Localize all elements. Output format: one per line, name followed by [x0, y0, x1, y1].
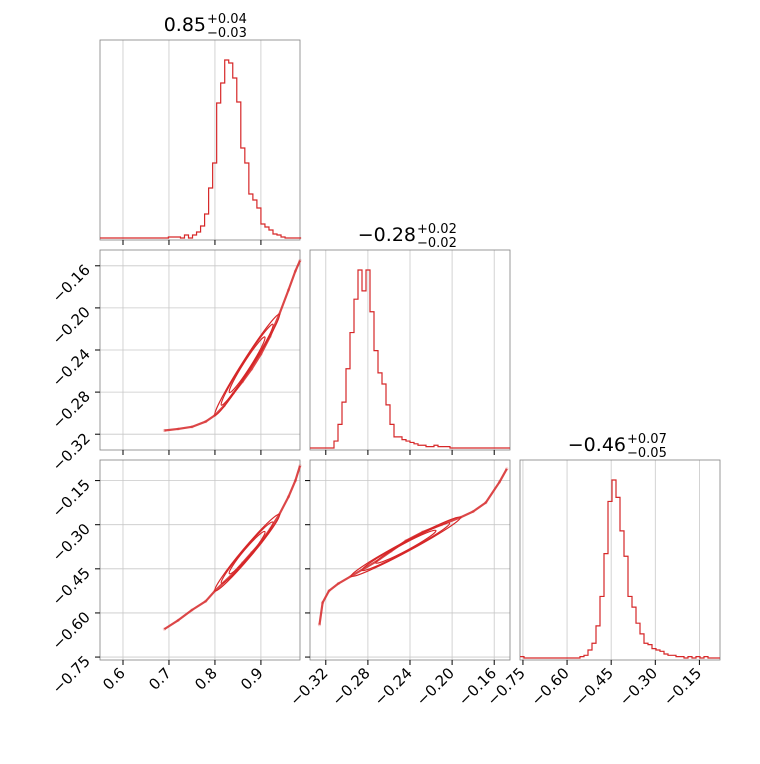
hist-panel-0-frame: [99, 39, 301, 241]
hist-panel-1-title-minus: −0.02: [417, 236, 457, 251]
scatter-panel-0-2-contour-2: [214, 513, 281, 592]
scatter-panel-0-1-contour-1: [220, 323, 274, 406]
scatter-panel-0-2-contour-1: [220, 521, 274, 584]
scatter-panel-1-2-xtick-label-0: −0.32: [286, 664, 331, 709]
scatter-panel-1-2-xtick-label-1: −0.28: [328, 664, 373, 709]
scatter-panel-1-2-contour-1: [361, 522, 451, 572]
hist-panel-0-title-plus: +0.04: [207, 12, 247, 27]
scatter-panel-0-1-contour-2: [214, 313, 281, 416]
hist-panel-2-xtick-label-4: −0.15: [660, 664, 705, 709]
scatter-panel-0-2-xtick-label-0: 0.6: [99, 664, 129, 694]
hist-panel-1-title-value: −0.28: [358, 224, 416, 246]
scatter-panel-0-1-ytick-label-3: −0.20: [49, 303, 94, 348]
scatter-panel-1-2-contour-0: [375, 529, 437, 564]
scatter-panel-0-2-xtick-label-1: 0.7: [145, 664, 175, 694]
scatter-panel-0-1-ytick-label-2: −0.24: [49, 345, 94, 390]
hist-panel-2-xtick-label-2: −0.45: [572, 664, 617, 709]
hist-panel-0-title-value: 0.85: [164, 14, 206, 36]
scatter-panel-1-2-contour-2: [350, 516, 462, 578]
scatter-panel-0-2-ytick-label-0: −0.75: [49, 652, 94, 697]
scatter-panel-0-1-ytick-label-4: −0.16: [49, 261, 94, 306]
scatter-panel-0-1-contour-0: [228, 336, 266, 394]
hist-panel-2-step-line: [520, 479, 720, 659]
hist-panel-2-xtick-label-3: −0.30: [616, 664, 661, 709]
scatter-panel-0-1-ytick-label-0: −0.32: [49, 429, 94, 474]
hist-panel-0-title-minus: −0.03: [207, 26, 247, 41]
scatter-panel-0-1-trend-line: [164, 260, 302, 432]
scatter-panel-0-2-xtick-label-2: 0.8: [191, 664, 221, 694]
hist-panel-1-step-line: [310, 269, 510, 449]
hist-panel-2-title-value: −0.46: [568, 434, 626, 456]
scatter-panel-1-2-xtick-label-2: −0.24: [371, 664, 416, 709]
hist-panel-2-title-minus: −0.05: [627, 446, 667, 461]
hist-panel-1-title-plus: +0.02: [417, 222, 457, 237]
scatter-panel-0-2-xtick-label-3: 0.9: [237, 664, 267, 694]
scatter-panel-0-2-trend-line: [163, 465, 302, 631]
scatter-panel-0-2-ytick-label-1: −0.60: [49, 608, 94, 653]
scatter-panel-0-2-contour-0: [228, 530, 266, 575]
scatter-panel-1-2-xtick-label-3: −0.20: [413, 664, 458, 709]
hist-panel-2-frame: [519, 459, 721, 661]
scatter-panel-0-2-ytick-label-3: −0.30: [49, 520, 94, 565]
scatter-panel-0-2-frame: [99, 459, 301, 661]
scatter-panel-0-2-ytick-label-4: −0.15: [49, 476, 94, 521]
scatter-panel-0-2-ytick-label-2: −0.45: [49, 564, 94, 609]
hist-panel-0-step-line: [100, 59, 302, 239]
hist-panel-2-title-plus: +0.07: [627, 432, 667, 447]
hist-panel-2-xtick-label-1: −0.60: [528, 664, 573, 709]
scatter-panel-0-1-ytick-label-1: −0.28: [49, 387, 94, 432]
